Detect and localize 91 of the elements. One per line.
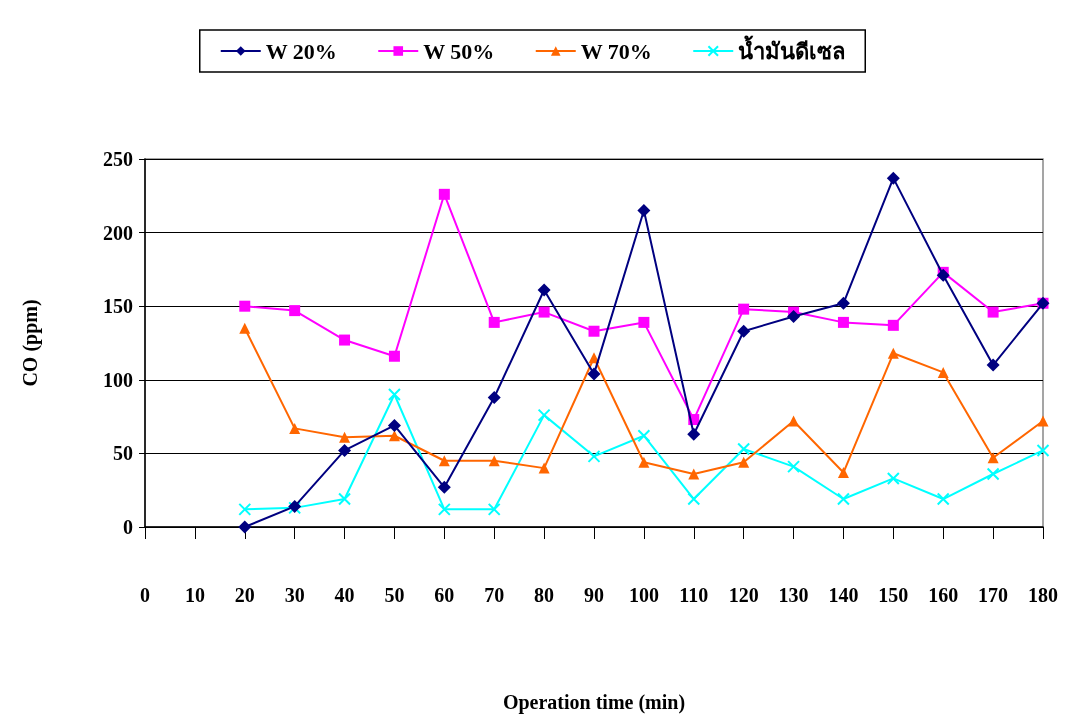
point <box>387 418 401 432</box>
point <box>339 431 351 443</box>
x-tick-label: 180 <box>1028 584 1058 606</box>
point <box>388 350 400 362</box>
point <box>936 492 950 506</box>
point <box>487 390 501 404</box>
point <box>438 188 450 200</box>
point <box>687 492 701 506</box>
x-tick-label: 50 <box>384 584 405 606</box>
point <box>437 502 451 516</box>
point <box>587 449 601 463</box>
x-tick-label: 120 <box>728 584 759 606</box>
x-tick-label: 40 <box>334 584 355 606</box>
x-tick-label: 160 <box>928 584 959 606</box>
point <box>289 305 301 317</box>
point <box>239 322 251 334</box>
x-tick-label: 140 <box>828 584 859 606</box>
point <box>537 283 551 297</box>
y-tick-label: 0 <box>123 516 133 538</box>
point <box>788 415 800 427</box>
x-axis-title: Operation time (min) <box>502 691 686 714</box>
x-tick-label: 30 <box>284 584 305 606</box>
x-tick-label: 60 <box>434 584 455 606</box>
point <box>987 452 999 464</box>
point <box>488 316 500 328</box>
point <box>986 467 1000 481</box>
point <box>787 310 801 323</box>
point <box>738 456 750 468</box>
point <box>937 366 949 378</box>
y-tick-label: 150 <box>103 295 133 318</box>
point <box>387 388 401 402</box>
legend-label: น้ำมันดีเซล <box>738 34 846 64</box>
point <box>837 316 849 328</box>
point <box>538 462 550 474</box>
point <box>687 427 701 441</box>
point <box>588 325 600 337</box>
point <box>437 480 451 494</box>
x-tick-label: 170 <box>978 584 1009 606</box>
point <box>737 324 751 338</box>
x-tick-label: 20 <box>234 584 255 606</box>
point <box>986 358 1000 372</box>
point <box>637 429 651 443</box>
point <box>238 502 252 516</box>
y-axis-title: CO (ppm) <box>19 299 42 387</box>
point <box>887 347 899 359</box>
legend-label: W 70% <box>580 38 652 64</box>
y-tick-label: 100 <box>103 368 133 391</box>
point <box>388 430 400 442</box>
point <box>487 502 501 516</box>
point <box>339 334 351 346</box>
point <box>836 492 850 506</box>
point <box>338 443 352 457</box>
point <box>537 408 551 422</box>
y-tick-label: 50 <box>113 442 133 465</box>
y-tick-label: 250 <box>103 148 133 170</box>
point <box>289 422 301 434</box>
point <box>836 296 850 310</box>
point <box>886 171 900 185</box>
point <box>538 306 550 318</box>
legend-label: W 20% <box>265 38 337 64</box>
y-tick-label: 200 <box>103 221 133 244</box>
point <box>637 204 651 218</box>
point <box>438 455 450 467</box>
x-tick-label: 10 <box>184 584 205 606</box>
point <box>238 520 252 534</box>
x-tick-label: 0 <box>140 584 150 606</box>
x-tick-label: 110 <box>679 584 709 606</box>
point <box>1036 443 1050 457</box>
point <box>738 303 750 315</box>
x-tick-label: 90 <box>584 584 604 606</box>
point <box>837 467 849 479</box>
point <box>338 492 352 506</box>
point <box>987 306 999 318</box>
point <box>638 316 650 328</box>
point <box>787 460 801 474</box>
point <box>638 456 650 468</box>
point <box>936 268 950 282</box>
x-tick-label: 80 <box>534 584 555 606</box>
point <box>737 442 751 456</box>
point <box>488 455 500 467</box>
x-tick-label: 100 <box>628 584 659 606</box>
x-tick-label: 130 <box>778 584 809 606</box>
point <box>1037 415 1049 427</box>
point <box>239 300 251 312</box>
x-tick-label: 150 <box>878 584 909 606</box>
legend-label: W 50% <box>423 38 495 64</box>
point <box>688 468 700 480</box>
x-tick-label: 70 <box>484 584 505 606</box>
point <box>587 367 601 381</box>
point <box>886 471 900 485</box>
point <box>887 319 899 331</box>
